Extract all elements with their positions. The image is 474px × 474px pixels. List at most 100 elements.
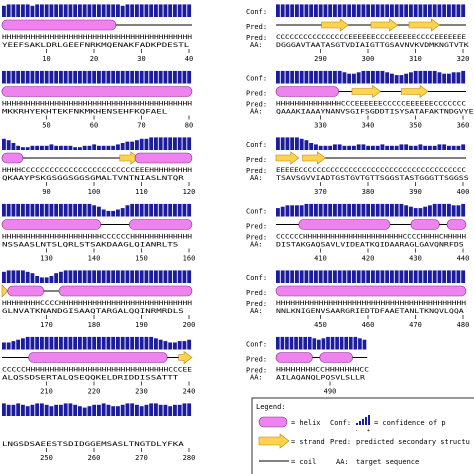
pred-sequence: HHHHHHHHCCCCHHHHHHHHHHHHHHHHHHHHHHHHHHHH bbox=[2, 300, 192, 307]
legend-coil-label: = coil bbox=[291, 458, 316, 466]
tick-label: 420 bbox=[362, 255, 375, 263]
conf-bar bbox=[97, 70, 101, 84]
aa-sequence: TSAVSGVVIADTGSTGVTGTTSGGSTASTGGGTTSGGSS bbox=[276, 175, 469, 182]
strand-arrow bbox=[1, 284, 9, 298]
conf-bar bbox=[144, 4, 149, 18]
conf-bar bbox=[385, 145, 390, 150]
conf-bar bbox=[101, 270, 106, 283]
conf-bar bbox=[330, 336, 335, 350]
conf-bar bbox=[385, 72, 390, 84]
conf-bar bbox=[63, 203, 68, 217]
conf-bar bbox=[182, 403, 187, 416]
conf-bar bbox=[168, 4, 173, 18]
conf-bar bbox=[347, 270, 352, 283]
conf-bar bbox=[289, 336, 294, 350]
conf-bar bbox=[461, 203, 466, 217]
conf-bar bbox=[30, 273, 35, 283]
conf-bar bbox=[2, 70, 6, 84]
conf-bar bbox=[125, 70, 130, 84]
conf-bar bbox=[280, 270, 285, 283]
conf-bar bbox=[413, 70, 418, 84]
conf-bar bbox=[461, 144, 466, 150]
conf-bar bbox=[49, 203, 54, 217]
conf-bar bbox=[318, 145, 323, 150]
conf-bar bbox=[451, 270, 456, 283]
strand-arrow bbox=[408, 18, 440, 32]
conf-bar bbox=[318, 70, 323, 84]
prediction-rows: HHHHHHHHHHHHHHHHHHHHHHHHHHHHHHHHHHHHHHHH… bbox=[1, 4, 474, 462]
conf-bar bbox=[116, 144, 120, 150]
conf-bar bbox=[409, 270, 413, 283]
conf-bar bbox=[158, 270, 163, 283]
helix-cylinder bbox=[275, 86, 340, 97]
conf-bar bbox=[2, 271, 6, 283]
conf-bar bbox=[49, 144, 54, 150]
tick-label: 80 bbox=[185, 122, 193, 130]
conf-bar bbox=[139, 70, 144, 84]
tick-label: 270 bbox=[135, 454, 148, 462]
conf-bar bbox=[54, 145, 59, 150]
conf-bar bbox=[82, 70, 87, 84]
conf-bar bbox=[375, 270, 380, 283]
conf-bar bbox=[97, 206, 101, 217]
conf-bar bbox=[16, 4, 21, 18]
conf-bar bbox=[149, 137, 154, 150]
conf-bar bbox=[276, 137, 280, 150]
conf-bar bbox=[399, 203, 404, 217]
legend-conf-label: Conf: bbox=[330, 419, 351, 427]
conf-bar bbox=[92, 144, 97, 150]
strand-arrow bbox=[401, 84, 429, 99]
legend-pred-label: Pred: bbox=[330, 438, 351, 446]
conf-bar bbox=[361, 144, 366, 150]
conf-bar bbox=[35, 336, 40, 350]
row-8: Conf:Pred:Pred:AA:CCCCCCCCCCCCCCCCEEEEEE… bbox=[246, 4, 469, 63]
aa-sequence: QAAAKIAAAYNANVSGIFSGDDTISYSATAFAKTNDGVYE… bbox=[276, 109, 474, 116]
conf-bar bbox=[309, 4, 314, 18]
conf-bar bbox=[82, 336, 87, 350]
conf-bar bbox=[54, 4, 59, 18]
conf-bar bbox=[139, 336, 144, 350]
conf-bar bbox=[356, 144, 361, 150]
conf-bar bbox=[347, 145, 352, 150]
conf-bar bbox=[63, 145, 68, 150]
conf-bar bbox=[54, 203, 59, 217]
conf-bar bbox=[461, 270, 466, 283]
conf-bar bbox=[299, 70, 304, 84]
conf-bar bbox=[154, 137, 158, 150]
conf-bar bbox=[101, 336, 106, 350]
conf-bar bbox=[73, 270, 78, 283]
conf-bar bbox=[82, 4, 87, 18]
conf-bar bbox=[68, 403, 73, 416]
conf-bar bbox=[106, 404, 111, 416]
conf-bar bbox=[59, 404, 63, 416]
conf-bar bbox=[437, 203, 442, 217]
tick-label: 50 bbox=[42, 122, 50, 130]
conf-bar bbox=[442, 144, 447, 150]
helix-cylinder bbox=[58, 285, 193, 297]
conf-bar bbox=[35, 276, 40, 283]
conf-bar bbox=[30, 336, 35, 350]
aa-sequence: DISTAKGAQSAVLVIDEATKQIDAARAGLGAVQNRFDS bbox=[276, 242, 464, 249]
conf-bar bbox=[73, 70, 78, 84]
conf-bar bbox=[168, 342, 173, 350]
conf-bar bbox=[385, 270, 390, 283]
row-4: HHHHHHHHHHHHHHHHHHHHHCCCCCCHHHHHHHHHHHHH… bbox=[1, 203, 195, 263]
conf-bar bbox=[428, 70, 432, 84]
aa-label: AA: bbox=[250, 174, 263, 182]
conf-bar bbox=[87, 336, 92, 350]
conf-bar bbox=[163, 203, 168, 217]
aa-label: AA: bbox=[250, 108, 263, 116]
conf-bar bbox=[73, 203, 78, 217]
conf-bar bbox=[2, 403, 6, 416]
conf-bar bbox=[295, 4, 299, 18]
conf-bar bbox=[442, 73, 447, 84]
conf-bar bbox=[163, 341, 168, 350]
tick-label: 430 bbox=[409, 255, 422, 263]
conf-bar bbox=[97, 145, 101, 150]
conf-bar bbox=[116, 270, 120, 283]
conf-bar bbox=[139, 4, 144, 18]
conf-bar bbox=[352, 4, 356, 18]
helix-cylinder bbox=[446, 219, 467, 230]
conf-bar bbox=[144, 270, 149, 283]
